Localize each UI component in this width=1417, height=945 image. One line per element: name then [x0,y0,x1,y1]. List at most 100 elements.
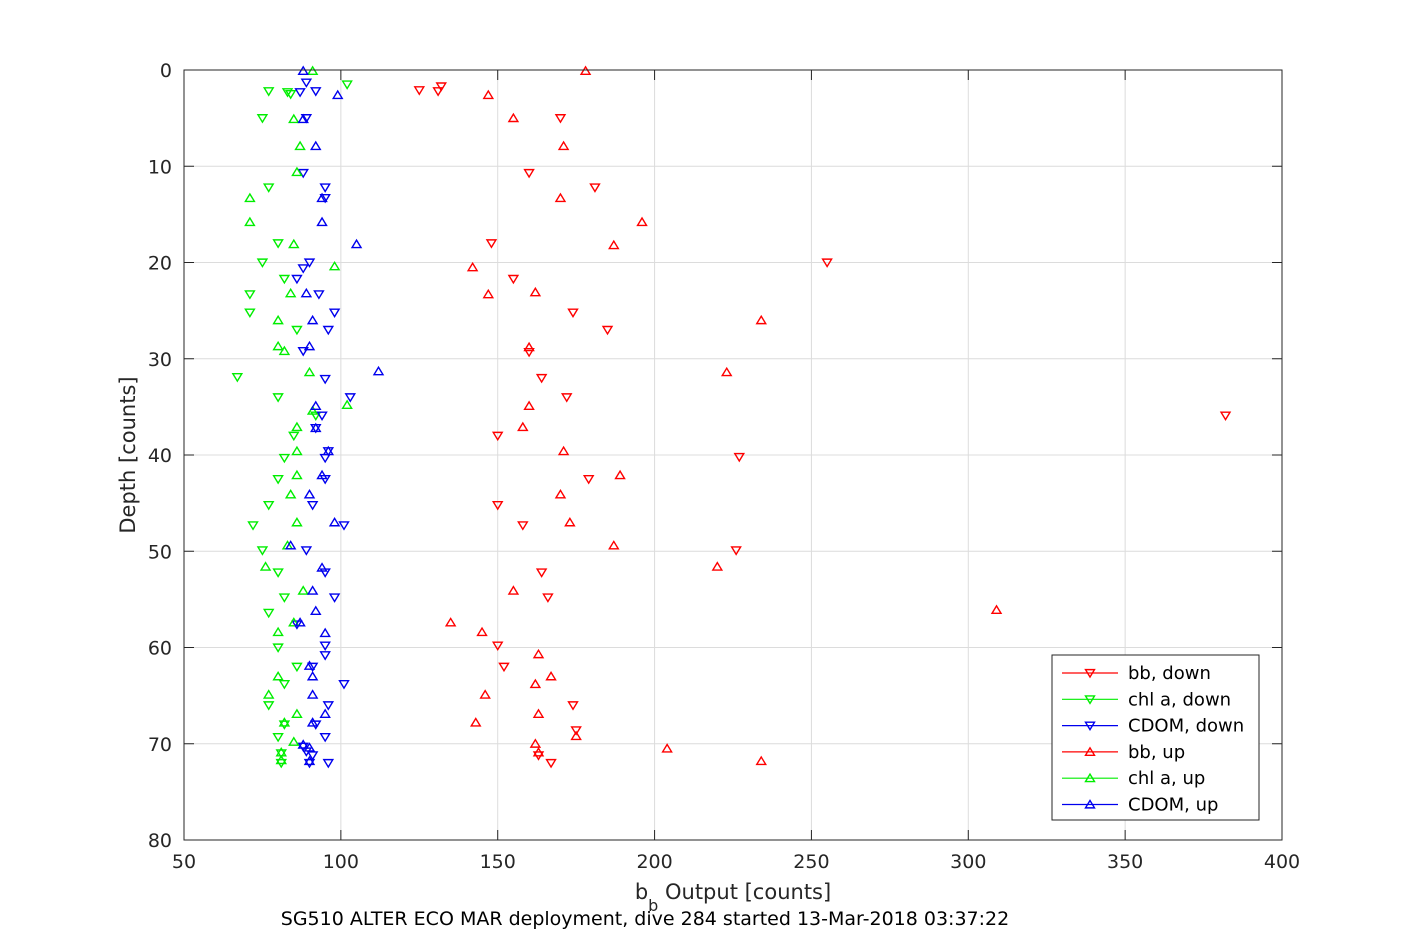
point-bb-down [730,546,742,556]
point-bb-down [821,258,833,268]
y-tick-label: 80 [148,830,172,852]
point-cdom-down [319,641,331,651]
y-tick-label: 40 [148,445,172,467]
point-bb-up [507,585,520,595]
point-cdom-down [322,758,335,769]
point-bb-up [636,216,648,227]
point-cdom-down [310,720,322,730]
point-cdom-up [310,605,322,615]
point-cdom-down [313,290,325,300]
x-tick-label: 250 [793,851,829,873]
point-chl-a-up [291,469,303,480]
point-bb-up [482,288,495,299]
point-bb-down [498,662,510,673]
point-chl-a-down [231,372,244,383]
point-bb-up [532,648,545,659]
point-bb-down [601,325,614,336]
point-chl-a-down [284,89,297,100]
point-chl-a-up [288,736,300,746]
point-bb-up [476,626,488,637]
legend-marker-cdom-up [1084,799,1096,809]
legend-label-bb-up: bb, up [1128,742,1185,763]
point-bb-down [491,500,504,511]
point-chl-a-up [278,717,291,727]
point-bb-down [485,239,498,249]
point-chl-a-down [278,680,291,690]
point-cdom-up [306,670,319,681]
point-cdom-down [300,114,313,124]
legend-label-chl-a-down: chl a, down [1128,689,1231,710]
point-chl-a-down [262,183,275,193]
point-chl-a-down [278,720,291,730]
point-chl-a-up [288,617,300,627]
point-chl-a-up [291,421,303,432]
point-cdom-up [316,216,328,227]
axes-box [183,69,1283,841]
point-chl-a-up [306,405,319,415]
x-tick-label: 400 [1264,851,1300,873]
point-cdom-down [297,264,309,274]
point-bb-down [535,568,548,578]
point-chl-a-down [272,239,284,249]
point-cdom-down [297,742,309,753]
point-bb-up [444,617,457,627]
point-chl-a-down [256,546,269,556]
point-cdom-down [303,258,316,268]
point-bb-up [554,489,567,499]
point-chl-a-up [341,399,353,410]
point-bb-down [535,373,548,384]
point-bb-up [554,192,567,203]
point-chl-a-up [291,445,303,456]
point-chl-a-down [262,608,275,619]
point-chl-a-up [284,489,297,499]
grid-lines [184,70,1282,840]
point-bb-up [557,445,570,456]
point-cdom-down [328,593,341,603]
point-bb-up [532,708,545,718]
point-cdom-down [322,325,335,336]
point-cdom-down [306,500,319,511]
point-chl-a-down [244,308,256,318]
point-bb-up [608,239,620,250]
point-chl-a-up [272,340,284,351]
point-cdom-down [319,374,331,385]
point-chl-a-down [278,453,291,464]
data-points [231,65,1232,769]
point-chl-a-up [306,65,319,76]
point-cdom-up [306,717,319,727]
point-bb-down [554,114,567,124]
point-chl-a-up [272,314,284,325]
point-bb-up [529,286,542,297]
point-cdom-up [322,445,335,456]
point-cdom-up [303,742,316,752]
point-chl-a-up [272,670,284,681]
point-cdom-up [328,516,341,527]
point-bb-down [432,87,444,97]
point-cdom-down [303,758,316,769]
y-tick-label: 20 [148,253,172,275]
point-chl-a-up [284,287,297,298]
x-axis-label: bb Output [counts] [635,880,831,915]
y-tick-label: 50 [148,541,172,563]
point-bb-up [608,540,620,550]
legend-marker-cdom-down [1084,721,1096,732]
point-cdom-up [331,89,344,100]
point-bb-up [720,366,733,377]
x-tick-label: 300 [950,851,986,873]
point-bb-up [517,421,529,432]
point-chl-a-down [278,593,291,603]
point-chl-a-up [291,166,303,177]
point-cdom-down [316,411,328,421]
point-chl-a-up [275,754,287,765]
point-cdom-up [306,689,319,699]
point-cdom-up [350,238,363,249]
point-chl-a-up [303,366,316,377]
point-cdom-up [316,562,328,572]
point-bb-up [614,469,626,480]
axis-ticks: 50 100 150 200 250 300 350 400 0 10 20 30 40 50 60 70 80 [148,60,1300,873]
point-bb-up [755,314,767,325]
point-bb-down [570,726,582,736]
point-bb-up [990,604,1003,615]
point-bb-up [557,140,570,151]
point-bb-up [507,112,520,123]
